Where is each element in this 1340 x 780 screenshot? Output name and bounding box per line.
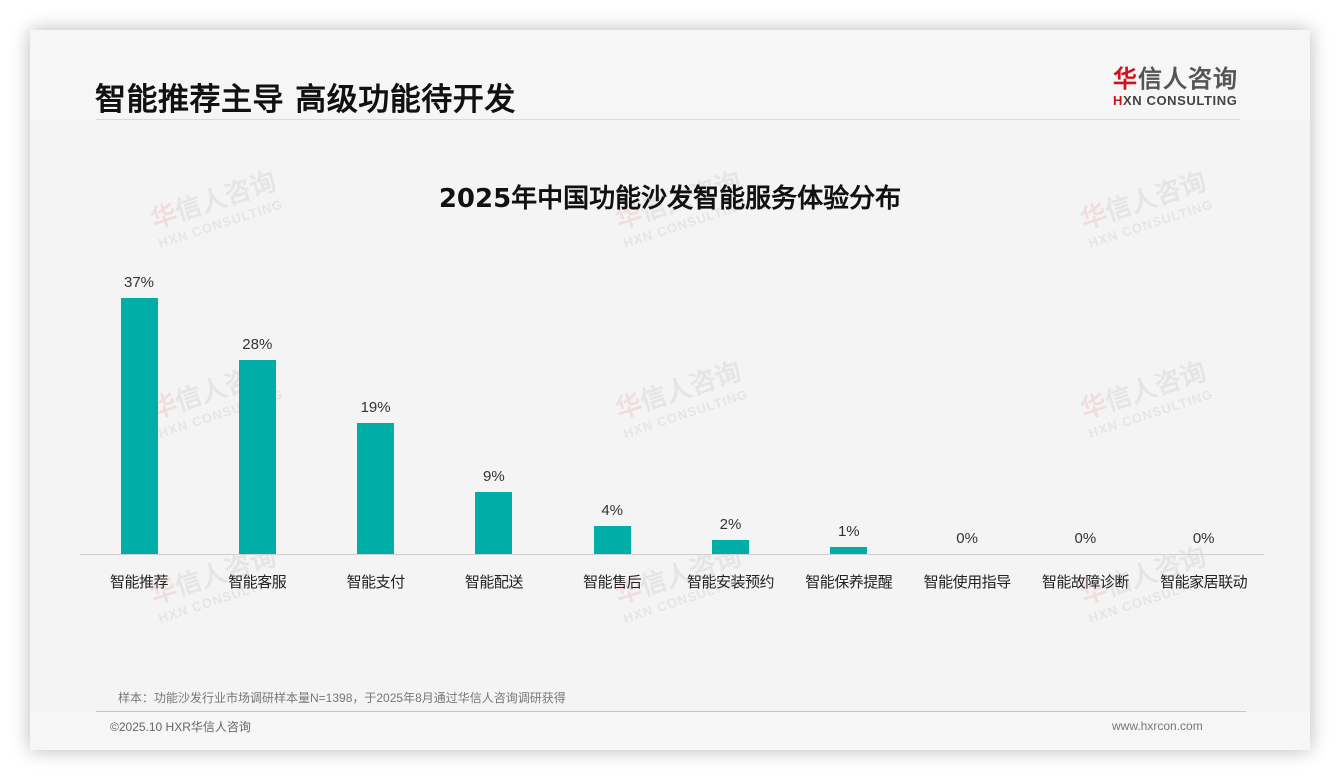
bar-value-label: 28%	[242, 336, 273, 353]
bar-value-label: 19%	[360, 399, 391, 416]
category-label: 智能安装预约	[686, 573, 775, 591]
category-label: 智能故障诊断	[1041, 573, 1130, 591]
logo-cn: 华信人咨询	[1113, 65, 1243, 93]
header-band	[30, 30, 1310, 120]
bar-value-label: 4%	[601, 502, 624, 519]
footer-divider	[96, 711, 1246, 712]
x-axis-line	[80, 554, 1264, 555]
brand-logo: 华信人咨询 HXN CONSULTING	[1113, 65, 1243, 109]
page-title: 智能推荐主导 高级功能待开发	[95, 82, 516, 118]
chart-title: 2025年中国功能沙发智能服务体验分布	[438, 184, 902, 214]
bar	[238, 360, 276, 554]
logo-en-rest: XN CONSULTING	[1123, 93, 1238, 108]
category-label: 智能配送	[464, 573, 524, 591]
bar-value-label: 0%	[1074, 530, 1097, 547]
category-label: 智能支付	[346, 573, 406, 591]
category-label: 智能保养提醒	[805, 573, 893, 591]
bar	[120, 298, 158, 554]
bar-value-label: 9%	[483, 468, 505, 485]
category-label: 智能家居联动	[1160, 573, 1248, 591]
bar-value-label: 2%	[719, 516, 742, 533]
sample-footnote: 样本：功能沙发行业市场调研样本量N=1398，于2025年8月通过华信人咨询调研…	[118, 691, 566, 705]
logo-en-accent: H	[1113, 93, 1123, 108]
bar	[475, 492, 513, 554]
slide: 智能推荐主导 高级功能待开发 华信人咨询 HXN CONSULTING 华信人咨…	[30, 30, 1310, 750]
footer-band	[30, 712, 1310, 750]
category-label: 智能使用指导	[923, 573, 1012, 591]
category-label: 智能推荐	[109, 573, 169, 591]
bar	[830, 547, 868, 554]
website-link[interactable]: www.hxrcon.com	[1112, 719, 1203, 733]
bar	[593, 526, 631, 554]
title-divider	[96, 119, 1240, 120]
logo-cn-rest: 信人咨询	[1138, 65, 1238, 93]
bar	[357, 423, 395, 554]
bar-value-label: 37%	[123, 274, 155, 291]
logo-cn-accent: 华	[1113, 65, 1138, 93]
bar	[712, 540, 749, 554]
category-label: 智能售后	[583, 573, 642, 591]
copyright-text: ©2025.10 HXR华信人咨询	[110, 720, 251, 734]
bar-value-label: 0%	[1192, 530, 1215, 547]
bar-value-label: 1%	[837, 523, 860, 540]
logo-en: HXN CONSULTING	[1113, 93, 1243, 109]
bar-chart: 37% 智能推荐 28% 智能客服 19% 智能支付 9% 智能配送 4% 智能售后 2% 智能安装预…	[30, 30, 1310, 750]
category-label: 智能客服	[228, 573, 287, 591]
bar-value-label: 0%	[956, 530, 978, 547]
